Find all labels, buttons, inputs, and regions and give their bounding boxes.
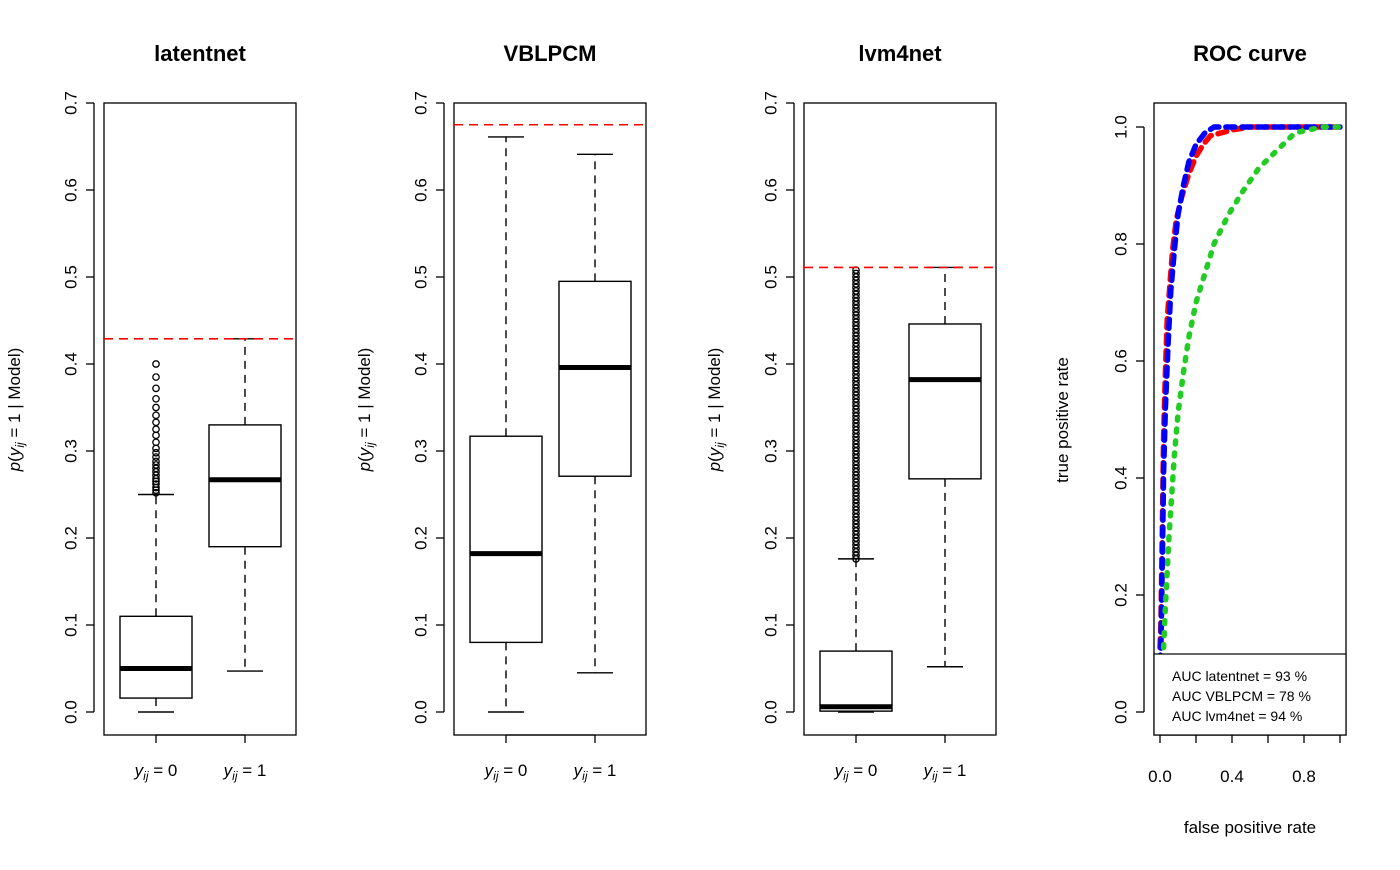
x-tick-label: yij = 1 [223,761,267,783]
y-axis-label: p(yij = 1 | Model) [355,348,377,473]
panel-title: VBLPCM [504,41,597,66]
y-tick-label: 0.7 [61,91,80,115]
outlier-point [152,418,160,427]
outlier-point [152,444,160,453]
panel-title: ROC curve [1193,41,1307,66]
boxplot-panel-latentnet: latentnet 0.0 0.1 0.2 0.3 0.4 0.5 0.6 0.7 p(yij =… [5,41,297,783]
y-tick-label: 0.3 [61,439,80,463]
boxplot-panel-vblpcm: VBLPCM 0.0 0.1 0.2 0.3 0.4 0.5 0.6 0.7 p(yij = 1 … [355,41,647,783]
y-tick-label: 0.4 [61,352,80,376]
y-tick-label: 0.4 [761,352,780,376]
box-0 [119,360,193,713]
outlier-point [152,360,160,368]
y-tick-label: 0.0 [1111,700,1130,724]
y-tick-label: 0.5 [411,265,430,289]
x-tick-label: yij = 0 [484,761,528,783]
x-tick-label: 0.0 [1148,767,1172,786]
outlier-point [152,438,160,447]
y-tick-label: 0.6 [61,178,80,202]
outlier-point [152,425,160,434]
y-tick-label: 0.5 [761,265,780,289]
iqr-box [469,435,543,644]
box-0 [819,266,893,713]
x-tick-label: 0.4 [1220,767,1244,786]
outlier-point [152,488,160,497]
x-tick-label: yij = 1 [573,761,617,783]
panel-title: lvm4net [858,41,942,66]
iqr-box [558,280,632,477]
outlier-point [152,453,160,461]
x-axis-label: false positive rate [1184,818,1316,837]
box-0 [469,136,543,713]
y-axis-label: true positive rate [1053,357,1072,483]
y-tick-label: 0.1 [761,613,780,637]
roc-panel: ROC curve 0.0 0.2 0.4 0.6 0.8 1.0 true positive… [1053,41,1347,837]
outlier-point [152,448,160,457]
y-tick-label: 0.4 [411,352,430,376]
y-tick-label: 0.6 [411,178,430,202]
roc-series-0 [1157,124,1343,651]
y-tick-label: 0.1 [411,613,430,637]
y-tick-label: 0.0 [61,700,80,724]
y-tick-label: 0.1 [61,613,80,637]
box-1 [908,266,982,668]
y-tick-label: 0.2 [411,526,430,550]
y-tick-label: 0.5 [61,265,80,289]
iqr-box [908,323,982,480]
panel-title: latentnet [154,41,246,66]
outlier-point [152,394,160,403]
y-tick-label: 0.2 [1111,583,1130,607]
box-1 [208,338,282,672]
x-tick-label: yij = 0 [834,761,878,783]
y-tick-label: 0.4 [1111,466,1130,490]
box-1 [558,153,632,674]
y-tick-label: 0.6 [1111,349,1130,373]
legend-entry: AUC VBLPCM = 78 % [1172,688,1311,704]
y-tick-label: 0.2 [761,526,780,550]
y-tick-label: 0.0 [411,700,430,724]
y-axis-label: p(yij = 1 | Model) [5,348,27,473]
outlier-point [152,403,160,412]
outlier-point [152,373,160,381]
legend-entry: AUC lvm4net = 94 % [1172,708,1302,724]
y-tick-label: 0.2 [61,526,80,550]
iqr-box [208,424,282,548]
iqr-box [119,615,193,699]
iqr-box [819,650,893,712]
outlier-point [152,457,160,466]
y-tick-label: 0.6 [761,178,780,202]
roc-series-1 [1153,124,1343,715]
roc-series-2 [1160,124,1343,651]
outlier-point [852,269,860,278]
y-tick-label: 0.7 [761,91,780,115]
outlier-point [152,461,160,469]
legend-box [1153,653,1347,736]
y-tick-label: 0.7 [411,91,430,115]
outlier-point [152,480,160,488]
y-tick-label: 0.0 [761,700,780,724]
outlier-point [152,384,160,393]
boxplot-panel-lvm4net: lvm4net 0.0 0.1 0.2 0.3 0.4 0.5 0.6 0.7 p(yij = 1… [705,41,997,783]
legend-entry: AUC latentnet = 93 % [1172,668,1307,684]
y-tick-label: 0.3 [761,439,780,463]
x-tick-label: 0.8 [1292,767,1316,786]
y-tick-label: 0.3 [411,439,430,463]
legend: AUC latentnet = 93 % AUC VBLPCM = 78 % AUC… [1153,653,1347,736]
y-axis-label: p(yij = 1 | Model) [705,348,727,473]
x-tick-label: yij = 0 [134,761,178,783]
y-tick-label: 0.8 [1111,232,1130,256]
outlier-point [152,411,160,420]
y-tick-label: 1.0 [1111,115,1130,139]
x-tick-label: yij = 1 [923,761,967,783]
